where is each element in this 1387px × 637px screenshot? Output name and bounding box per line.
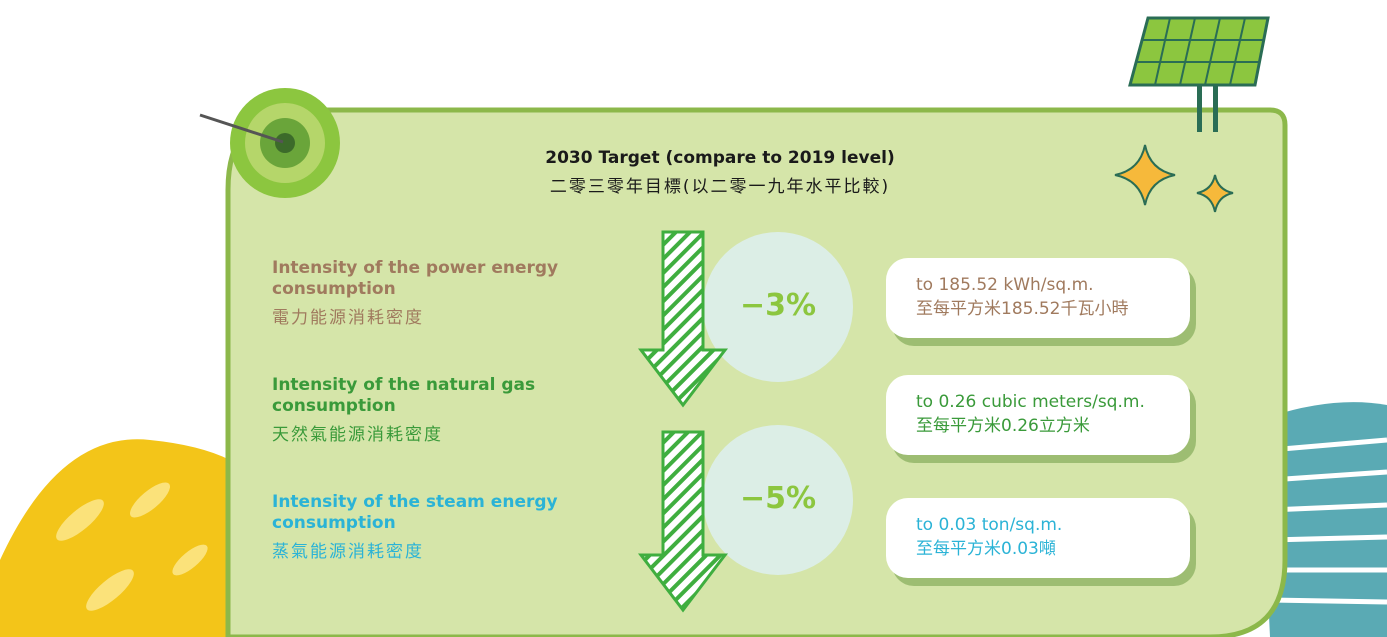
target: to 185.52 kWh/sq.m.: [916, 274, 1094, 297]
target: to 0.26 cubic meters/sq.m.: [916, 391, 1145, 414]
item-label-zh: 蒸氣能源消耗密度: [272, 537, 424, 562]
reduction: −3%: [718, 288, 838, 323]
item-label-zh: 天然氣能源消耗密度: [272, 420, 443, 445]
target-zh: 至每平方米0.26立方米: [916, 415, 1090, 438]
title: 2030 Target (compare to 2019 level): [500, 148, 940, 168]
item-label-zh: 電力能源消耗密度: [272, 303, 424, 328]
item-label: Intensity of the steam energy consumptio…: [272, 492, 632, 534]
target-zh: 至每平方米0.03噸: [916, 538, 1056, 561]
item-label: Intensity of the power energy consumptio…: [272, 258, 632, 300]
target-box: to 0.03 ton/sq.m. 至每平方米0.03噸: [886, 498, 1190, 578]
subtitle: 二零三零年目標(以二零一九年水平比較): [500, 172, 940, 197]
page: 2030 Target (compare to 2019 level) 二零三零…: [0, 0, 1387, 637]
reduction: −5%: [718, 481, 838, 516]
item-label: Intensity of the natural gas consumption: [272, 375, 632, 417]
target-box: to 185.52 kWh/sq.m. 至每平方米185.52千瓦小時: [886, 258, 1190, 338]
target: to 0.03 ton/sq.m.: [916, 514, 1062, 537]
target-box: to 0.26 cubic meters/sq.m. 至每平方米0.26立方米: [886, 375, 1190, 455]
target-zh: 至每平方米185.52千瓦小時: [916, 298, 1128, 321]
